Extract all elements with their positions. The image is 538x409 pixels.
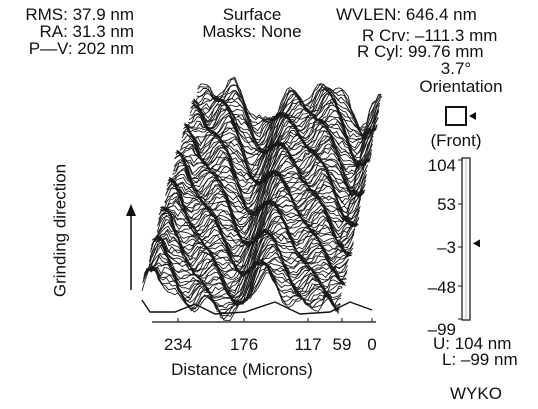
scale-tick-label: –99 [427,320,456,339]
statistics-block: RMS: 37.9 nm RA: 31.3 nm P—V: 202 nm [0,6,134,57]
orientation-pointer-icon [469,112,476,120]
orientation-angle: 3.7° [440,59,472,78]
surface-profile-lines [141,76,383,321]
scale-tick-label: –3 [437,238,456,257]
wavelength-value: WVLEN: 646.4 nm [336,5,477,24]
x-tick-label: 0 [367,335,377,354]
orientation-square-icon [445,106,467,126]
x-tick-label: 59 [332,335,352,354]
scale-tick-marks [458,159,462,320]
grinding-direction-label: Grinding direction [50,163,70,298]
scale-tick-label: –48 [427,278,456,297]
radius-cylinder-value: R Cyl: 99.76 mm [357,42,484,61]
lower-limit-value: L: –99 nm [442,350,518,369]
x-axis-label: Distance (Microns) [171,360,313,379]
pv-value: P—V: 202 nm [28,39,134,58]
surface-info: Surface Masks: None [182,6,322,40]
orientation-side: (Front) [430,131,482,150]
color-scale-bar [461,157,471,321]
orientation-label: Orientation [419,77,503,96]
rms-value: RMS: 37.9 nm [25,5,134,24]
grinding-direction-arrowhead [126,204,136,216]
wyko-brand: WYKO [450,384,502,403]
surface-title: Surface [222,5,282,24]
x-tick-label: 176 [229,335,259,354]
surface-front-edge [141,299,373,315]
x-tick-label: 117 [294,335,322,354]
scale-tick-label: 53 [437,195,456,214]
scale-tick-label: 104 [427,156,456,175]
x-tick-label: 234 [163,335,193,354]
radius-curvature-value: R Crv: –111.3 mm [362,26,498,45]
ra-value: RA: 31.3 nm [39,22,135,41]
masks-value: Masks: None [202,22,302,41]
upper-limit-value: U: 104 nm [433,334,512,353]
x-axis-tick-marks [177,318,373,322]
scale-value-marker-icon [473,239,480,248]
